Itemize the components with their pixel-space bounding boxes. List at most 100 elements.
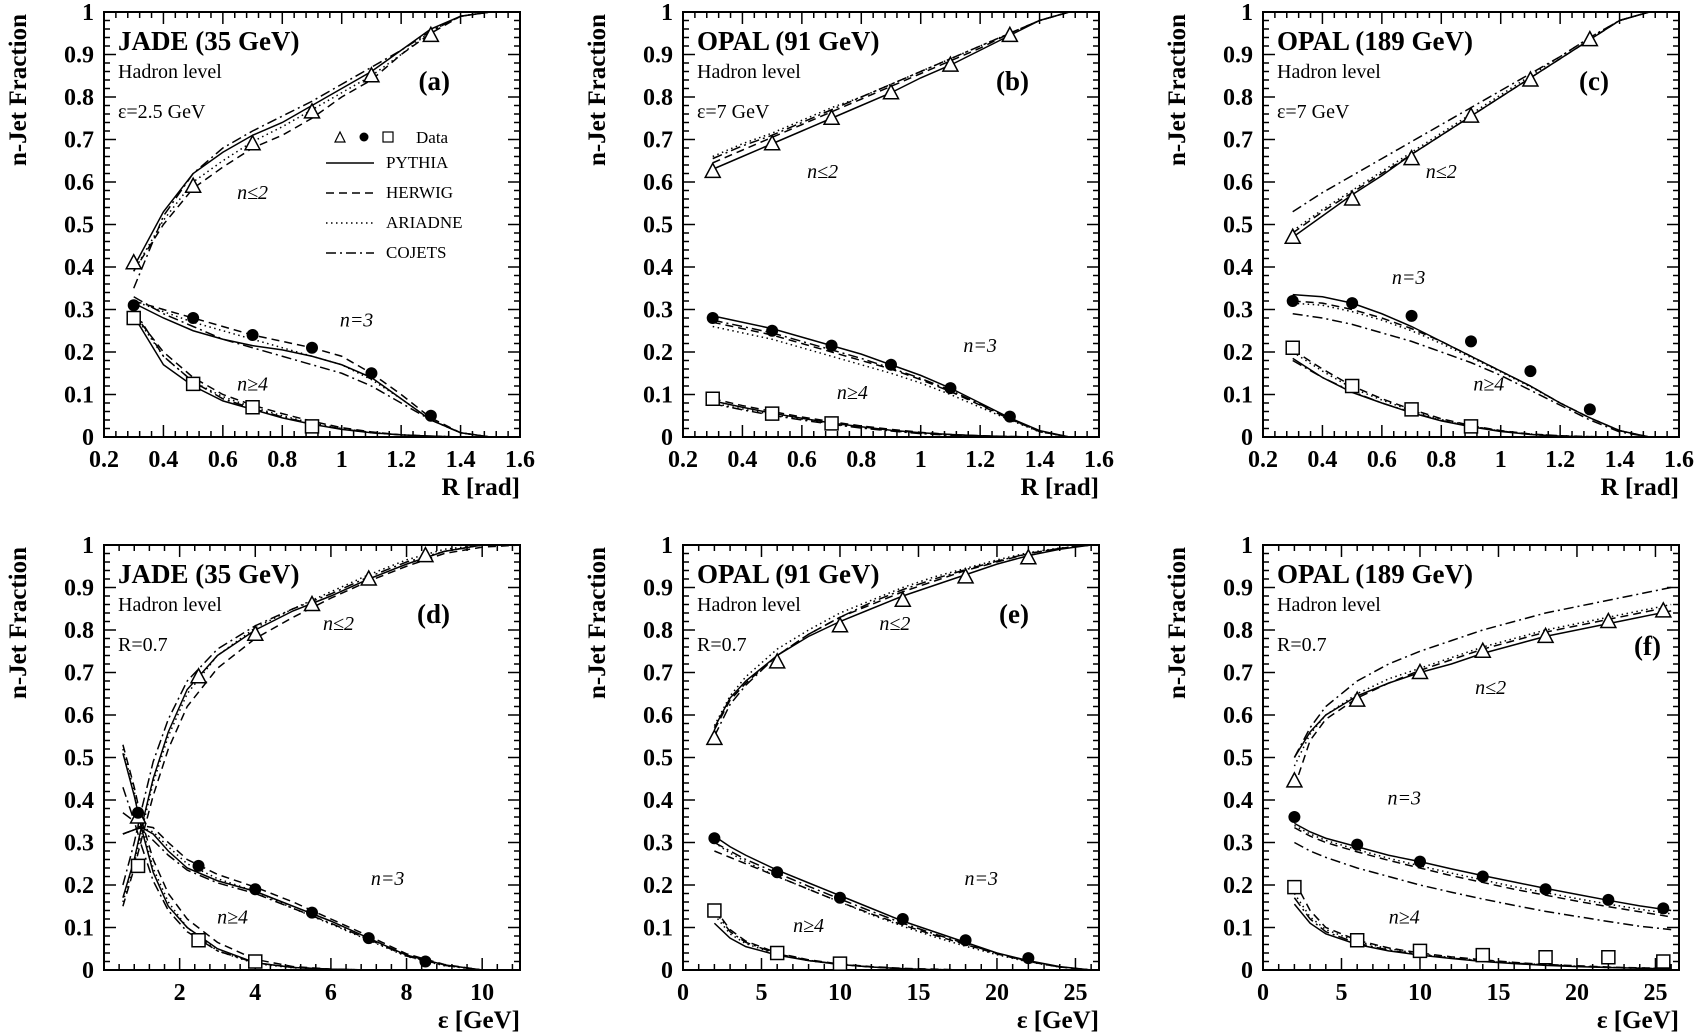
x-tick-label: 15 bbox=[1486, 980, 1510, 1006]
curve-dotted bbox=[133, 313, 491, 438]
hadron-level-label: Hadron level bbox=[697, 594, 801, 616]
data-point-circle bbox=[1657, 902, 1670, 915]
y-tick-label: 0.5 bbox=[64, 213, 94, 239]
y-tick-label: 0.7 bbox=[643, 128, 673, 154]
curve-dashdot bbox=[713, 910, 1092, 971]
y-tick-label: 0.6 bbox=[1223, 170, 1253, 196]
data-point-circle bbox=[1413, 855, 1426, 868]
curve-solid bbox=[133, 302, 491, 438]
x-tick-label: 1.6 bbox=[505, 447, 535, 473]
data-point-circle bbox=[306, 341, 318, 354]
x-tick-label: 0.8 bbox=[1426, 447, 1456, 473]
hadron-level-label: Hadron level bbox=[1277, 61, 1381, 83]
curve-dotted bbox=[1294, 824, 1672, 915]
legend-entry-label: PYTHIA bbox=[386, 153, 449, 172]
data-point-triangle bbox=[768, 652, 786, 669]
legend-entry-label: COJETS bbox=[386, 243, 446, 262]
y-tick-label: 1 bbox=[661, 0, 673, 26]
legend: Data PYTHIA HERWIG ARIADNE COJETS bbox=[326, 128, 463, 262]
data-point-circle bbox=[1583, 403, 1596, 416]
curve-solid bbox=[1292, 293, 1650, 438]
y-tick-label: 0.6 bbox=[643, 703, 673, 729]
data-point-square bbox=[248, 954, 263, 969]
curve-dashdot bbox=[1292, 313, 1650, 438]
y-tick-label: 0.3 bbox=[1223, 831, 1253, 857]
curve-solid bbox=[122, 753, 520, 971]
data-point-triangle bbox=[822, 108, 841, 125]
chart-panel: 00.10.20.30.40.50.60.70.80.910 5 10 15 20 25ε… bbox=[584, 533, 1100, 1032]
data-point-triangle bbox=[184, 176, 202, 193]
panel-title: OPAL (91 GeV) bbox=[697, 559, 879, 589]
region-label: n≥4 bbox=[217, 906, 248, 928]
data-point-circle bbox=[246, 329, 259, 341]
legend-entry-label: HERWIG bbox=[386, 183, 453, 202]
y-tick-label: 0.6 bbox=[64, 170, 94, 196]
x-tick-label: 0.4 bbox=[148, 447, 178, 473]
y-tick-label: 0.3 bbox=[1223, 298, 1253, 324]
y-axis-title: n-Jet Fraction bbox=[1164, 547, 1191, 699]
data-point-square bbox=[1475, 947, 1491, 963]
x-tick-label: 0 bbox=[677, 980, 689, 1006]
data-point-square bbox=[832, 956, 848, 971]
data-point-triangle bbox=[1581, 30, 1599, 47]
y-tick-label: 0.7 bbox=[1223, 661, 1253, 687]
curve-dashdot bbox=[1293, 897, 1672, 970]
curve-dashed bbox=[122, 744, 520, 971]
legend-circle-symbol bbox=[359, 132, 369, 142]
data-point-triangle bbox=[416, 546, 435, 563]
data-point-square bbox=[764, 406, 780, 421]
y-axis-title: n-Jet Fraction bbox=[5, 14, 32, 166]
data-point-circle bbox=[1476, 870, 1489, 883]
data-point-square bbox=[191, 933, 206, 948]
data-point-circle bbox=[306, 906, 318, 919]
curve-dotted bbox=[122, 748, 520, 971]
hadron-level-label: Hadron level bbox=[1277, 594, 1381, 616]
y-tick-label: 0.2 bbox=[643, 873, 673, 899]
y-tick-label: 0.1 bbox=[64, 383, 94, 409]
data-point-square bbox=[707, 903, 722, 918]
x-tick-label: 0.8 bbox=[267, 447, 297, 473]
data-point-triangle bbox=[359, 569, 378, 586]
curve-dashdot bbox=[122, 812, 520, 971]
x-tick-label: 4 bbox=[249, 980, 261, 1006]
data-point-square bbox=[1404, 402, 1419, 417]
curve-dashed bbox=[1292, 300, 1650, 438]
region-label: n≥4 bbox=[793, 915, 824, 937]
y-tick-label: 0.5 bbox=[1223, 213, 1253, 239]
curve-solid bbox=[713, 544, 1092, 729]
data-point-triangle bbox=[763, 134, 781, 151]
data-point-square bbox=[126, 310, 141, 326]
x-tick-label: 0 bbox=[1257, 980, 1269, 1006]
y-tick-label: 0 bbox=[1241, 958, 1253, 984]
curve-dashdot bbox=[1294, 841, 1672, 931]
y-tick-label: 0.7 bbox=[64, 128, 94, 154]
x-tick-label: 0.2 bbox=[668, 447, 698, 473]
panel-letter: (f) bbox=[1634, 631, 1661, 661]
y-tick-label: 0.2 bbox=[1223, 873, 1253, 899]
data-point-circle bbox=[1405, 309, 1418, 322]
data-point-triangle bbox=[1654, 601, 1673, 618]
data-point-circle bbox=[708, 832, 721, 845]
y-tick-label: 0.9 bbox=[1223, 43, 1253, 69]
data-point-square bbox=[1656, 954, 1671, 969]
data-point-square bbox=[824, 416, 839, 431]
curve-dashdot bbox=[714, 841, 1092, 971]
x-tick-label: 20 bbox=[1565, 980, 1589, 1006]
data-point-circle bbox=[766, 324, 779, 337]
region-label: n=3 bbox=[965, 868, 999, 890]
curve-dotted bbox=[133, 300, 491, 438]
curve-solid bbox=[122, 826, 520, 971]
x-tick-label: 1 bbox=[1495, 447, 1507, 473]
y-axis-title: n-Jet Fraction bbox=[5, 547, 32, 699]
legend-data-label: Data bbox=[416, 128, 449, 147]
x-axis-title: R [rad] bbox=[442, 474, 520, 501]
region-label: n=3 bbox=[371, 868, 405, 890]
data-point-circle bbox=[1286, 295, 1299, 307]
y-axis-title: n-Jet Fraction bbox=[584, 14, 611, 166]
region-label: n=3 bbox=[340, 310, 374, 332]
region-label: n≥4 bbox=[1473, 373, 1504, 395]
y-tick-label: 0.8 bbox=[643, 85, 673, 111]
data-point-square bbox=[1463, 419, 1479, 434]
data-point-triangle bbox=[956, 567, 975, 584]
